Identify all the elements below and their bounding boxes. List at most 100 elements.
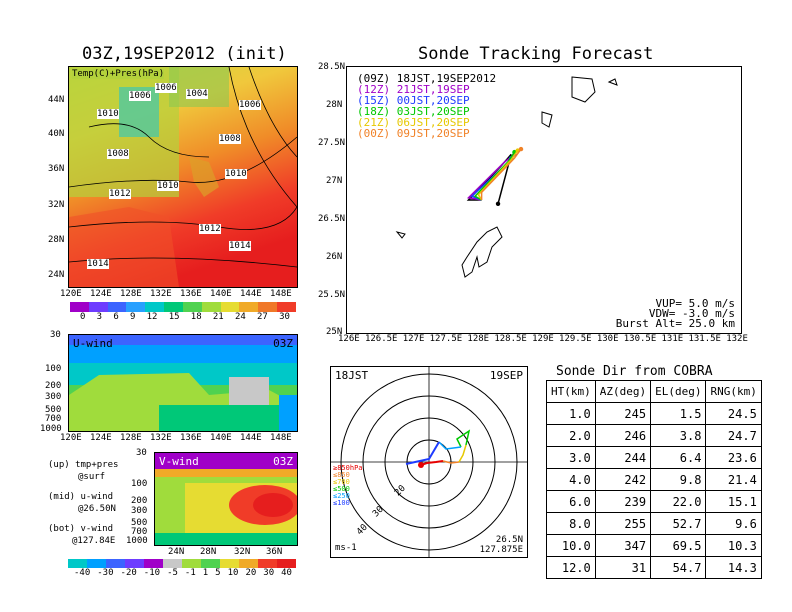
param-line: VDW= -3.0 m/s: [648, 307, 735, 320]
u-wind-svg: [69, 335, 297, 431]
temp-colorbar-ticks: 0 3 6 9 12 15 18 21 24 27 30: [80, 312, 290, 322]
v-p-label: 1000: [126, 536, 148, 546]
colorbar-tick: 24: [234, 312, 246, 322]
isobar-label: 1008: [107, 149, 129, 159]
u-p-label: 700: [45, 414, 62, 424]
wind-colorbar-ticks: -40 -30 -20 -10 -5 -1 1 5 10 20 30 40: [74, 568, 292, 578]
track-legend-entry: (12Z) 21JST,19SEP: [357, 83, 470, 96]
track-lat-label: 27.5N: [318, 138, 346, 148]
table-cell: 69.5: [650, 534, 707, 557]
u-p-label: 30: [50, 330, 61, 340]
table-row: 6.0 239 22.0 15.1: [546, 490, 762, 513]
colorbar-tick: 30: [279, 312, 290, 322]
table-cell: 31: [594, 556, 652, 579]
isobar-label: 1014: [87, 259, 109, 269]
table-row: 8.0 255 52.7 9.6: [546, 512, 762, 535]
u-p-label: 300: [45, 392, 62, 402]
legend-note: (up) tmp+pres: [48, 460, 119, 470]
lon-label: 124E: [90, 289, 112, 299]
u-lon-label: 128E: [120, 433, 142, 443]
hodograph-trace-700: [442, 460, 460, 464]
table-cell: 9.6: [705, 512, 762, 535]
legend-note: (bot) v-wind: [48, 524, 114, 534]
colorbar-tick: 30: [263, 568, 275, 578]
colorbar-tick: 6: [113, 312, 119, 322]
table-row: 12.0 31 54.7 14.3: [546, 556, 762, 579]
table-cell: 23.6: [705, 446, 762, 469]
colorbar-tick: 21: [212, 312, 224, 322]
colorbar-tick: 1: [202, 568, 209, 578]
v-lat-label: 32N: [234, 547, 251, 557]
track-series-line: [473, 151, 516, 201]
hodograph-ring: [384, 417, 474, 507]
isobar-label: 1012: [199, 224, 221, 234]
v-p-label: 30: [136, 448, 147, 458]
table-cell: 242: [594, 468, 652, 491]
isobar-label: 1010: [157, 181, 179, 191]
colorbar-tick: 0: [80, 312, 86, 322]
table-header-cell: AZ(deg): [594, 380, 652, 403]
hodograph-trace-top: [405, 441, 440, 465]
table-row: 4.0 242 9.8 21.4: [546, 468, 762, 491]
v-p-label: 500: [131, 518, 148, 528]
param-line: VUP= 5.0 m/s: [655, 297, 735, 310]
colorbar-tick: 15: [168, 312, 180, 322]
isobar-label: 1008: [219, 134, 241, 144]
u-wind-panel: U-wind 03Z: [68, 334, 298, 432]
lon-label: 128E: [120, 289, 142, 299]
v-p-label: 100: [131, 479, 148, 489]
colorbar-tick: 20: [245, 568, 257, 578]
track-lat-label: 25N: [326, 327, 343, 337]
track-lon-label: 129.5E: [559, 334, 592, 344]
table-cell: 246: [594, 424, 652, 447]
track-lat-label: 27N: [326, 176, 343, 186]
lat-label: 44N: [48, 95, 65, 105]
table-cell: 21.4: [705, 468, 762, 491]
track-lat-label: 25.5N: [318, 290, 346, 300]
table-header-cell: EL(deg): [650, 380, 707, 403]
track-lon-label: 128.5E: [494, 334, 527, 344]
track-title: Sonde Tracking Forecast: [418, 44, 654, 64]
v-wind-panel: V-wind 03Z: [154, 452, 298, 546]
hodograph-ring: [340, 373, 518, 551]
hodograph-start-marker: [418, 462, 424, 468]
hodograph-ring: [406, 439, 452, 485]
colorbar-tick: 10: [227, 568, 239, 578]
lat-label: 40N: [48, 129, 65, 139]
table-row: 10.0 347 69.5 10.3: [546, 534, 762, 557]
hodograph-lat: 26.5N: [495, 535, 523, 545]
legend-note: @127.84E: [72, 536, 116, 546]
track-legend-entry: (15Z) 00JST,20SEP: [357, 94, 470, 107]
temp-colorbar: [70, 302, 296, 312]
isobar-label: 1010: [97, 109, 119, 119]
hodograph-lon: 127.875E: [479, 545, 523, 555]
wind-colorbar: [68, 559, 296, 568]
v-wind-time: 03Z: [273, 455, 293, 468]
legend-note: (mid) u-wind: [48, 492, 114, 502]
colorbar-tick: -30: [97, 568, 114, 578]
isobar-label: 1006: [239, 100, 261, 110]
table-cell: 1.0: [546, 402, 596, 425]
level-legend-entry: ≥850hPa: [333, 464, 363, 472]
temperature-map-svg: [69, 67, 297, 287]
hodograph-trace-100: [438, 441, 462, 450]
table-cell: 14.3: [705, 556, 762, 579]
table-cell: 54.7: [650, 556, 707, 579]
table-cell: 245: [594, 402, 652, 425]
hodograph-unit: ms-1: [335, 543, 357, 553]
track-lon-label: 128E: [467, 334, 490, 344]
track-lat-label: 26N: [326, 252, 343, 262]
v-wind-svg: [155, 453, 297, 545]
hodograph-level-legend: ≥850hPa ≤850 ≤700 ≤500 ≤250 ≤100: [333, 465, 363, 507]
table-cell: 24.5: [705, 402, 762, 425]
level-legend-entry: ≤700: [333, 478, 350, 486]
colorbar-tick: -20: [120, 568, 137, 578]
track-legend-entry: (00Z) 09JST,20SEP: [357, 127, 470, 140]
colorbar-tick: -1: [184, 568, 196, 578]
level-legend-entry: ≤100: [333, 499, 350, 507]
u-p-label: 1000: [40, 424, 62, 434]
hodograph-ring: [362, 395, 496, 529]
track-lon-label: 127E: [402, 334, 425, 344]
table-cell: 52.7: [650, 512, 707, 535]
legend-note: @26.50N: [78, 504, 116, 514]
